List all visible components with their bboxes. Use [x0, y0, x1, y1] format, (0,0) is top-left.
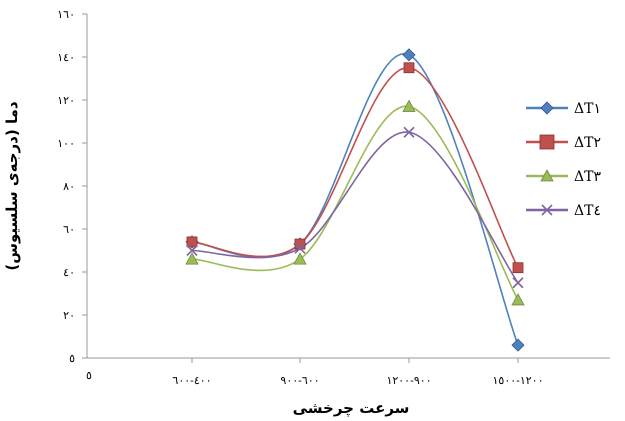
legend-label-2: ΔT٢ — [574, 135, 601, 151]
data-point-series-4 — [186, 244, 198, 257]
x-tick-label: ٩٠٠-١٢٠٠ — [386, 374, 431, 387]
x-tick-label: ١٢٠٠-١٥٠٠ — [493, 374, 544, 387]
data-point-series-3 — [511, 293, 525, 306]
series-markers — [185, 48, 525, 352]
legend-marker-4 — [541, 204, 553, 216]
axes — [86, 14, 610, 359]
data-point-series-2 — [186, 236, 198, 248]
y-ticks: ٥ ٢٠ ٤٠ ٦٠ ٨٠ ١٠٠ ١٢٠ ١٤٠ ١٦٠ — [57, 8, 87, 365]
y-tick-label: ١٦٠ — [57, 8, 75, 21]
series-lines — [191, 53, 519, 346]
y-tick-label: ٦٠ — [63, 223, 75, 236]
y-tick-label: ٨٠ — [63, 180, 75, 193]
data-point-series-4 — [403, 126, 415, 138]
data-point-series-1 — [402, 48, 416, 62]
data-point-series-3 — [185, 252, 199, 265]
data-point-series-2 — [512, 262, 524, 274]
series-line-3 — [191, 105, 519, 301]
y-tick-label: ١٠٠ — [57, 137, 75, 150]
legend-marker-1 — [540, 101, 554, 115]
data-point-series-4 — [512, 277, 524, 289]
legend-marker-2 — [539, 134, 555, 150]
y-tick-label: ١٢٠ — [57, 94, 75, 107]
x-axis-title: سرعت چرخشی — [293, 399, 410, 418]
data-point-series-3 — [293, 252, 307, 265]
legend-marker-3 — [540, 169, 554, 182]
origin-label: ٥ — [86, 369, 92, 382]
data-point-series-3 — [402, 99, 416, 112]
y-tick-label: ٤٠ — [63, 266, 75, 279]
legend-label-4: ΔT٤ — [574, 203, 601, 219]
series-line-2 — [191, 66, 519, 269]
y-tick-label: ٢٠ — [63, 309, 75, 322]
y-tick-label: ٥ — [69, 352, 75, 365]
legend: ΔT١ ΔT٢ ΔT٣ ΔT٤ — [526, 101, 601, 219]
data-point-series-4 — [294, 242, 306, 254]
legend-label-1: ΔT١ — [574, 101, 601, 117]
legend-label-3: ΔT٣ — [574, 169, 601, 185]
y-tick-label: ١٤٠ — [57, 51, 75, 64]
data-point-series-2 — [403, 62, 415, 74]
y-axis-title: دما (درجه‌ی سلسیوس) — [3, 101, 21, 270]
data-point-series-1 — [511, 338, 525, 352]
x-ticks: ٤٠٠-٦٠٠ ٦٠٠-٩٠٠ ٩٠٠-١٢٠٠ ١٢٠٠-١٥٠٠ — [172, 358, 544, 387]
series-line-4 — [191, 131, 519, 284]
x-tick-label: ٤٠٠-٦٠٠ — [172, 374, 211, 387]
x-tick-label: ٦٠٠-٩٠٠ — [280, 374, 319, 387]
